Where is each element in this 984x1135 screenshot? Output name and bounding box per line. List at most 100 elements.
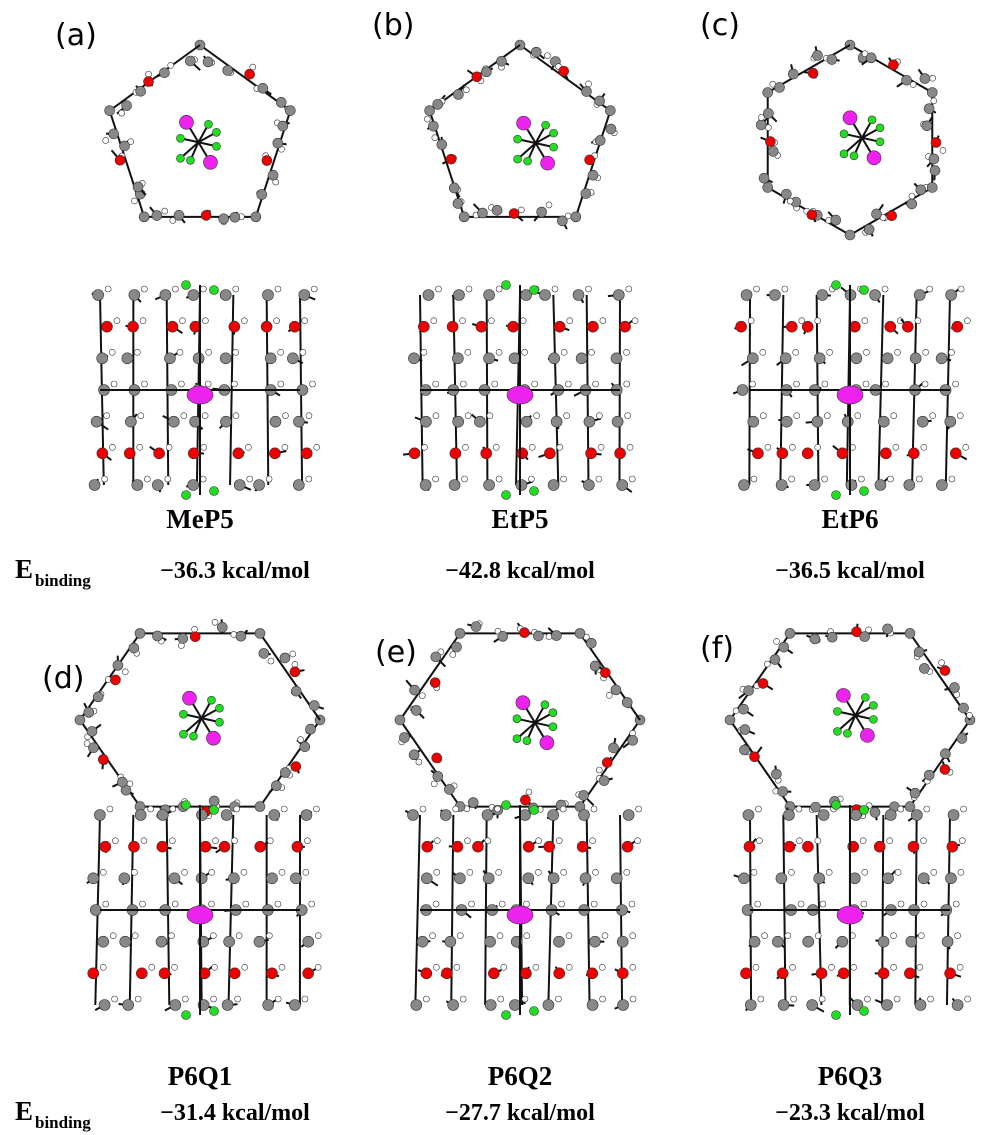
atom — [233, 286, 239, 292]
atom — [921, 838, 927, 844]
atom — [468, 798, 478, 808]
atom — [107, 806, 113, 812]
atom — [432, 135, 438, 141]
atom — [148, 806, 154, 812]
atom — [599, 776, 609, 786]
atom — [523, 737, 531, 745]
atom — [571, 212, 581, 222]
atom — [433, 964, 439, 970]
atom — [600, 996, 606, 1002]
atom — [169, 873, 180, 884]
atom — [292, 841, 303, 852]
atom — [229, 321, 240, 332]
atom — [100, 841, 111, 852]
atom — [423, 290, 434, 301]
atom — [590, 661, 600, 671]
atom — [557, 444, 563, 450]
host-name: P6Q1 — [168, 1061, 233, 1091]
atom — [940, 749, 950, 759]
atom — [496, 476, 502, 482]
atom — [236, 933, 242, 939]
energy-symbol: E — [15, 1096, 33, 1126]
atom — [281, 806, 287, 812]
atom — [137, 444, 143, 450]
atom — [188, 448, 199, 459]
atom — [135, 628, 145, 638]
atom — [172, 901, 178, 907]
atom — [122, 669, 128, 675]
atom — [561, 476, 567, 482]
atom — [758, 114, 764, 120]
bond — [110, 45, 200, 111]
atom — [630, 996, 636, 1002]
atom — [630, 933, 636, 939]
atom — [241, 318, 247, 324]
atom — [928, 996, 934, 1002]
atom — [600, 318, 606, 324]
atom — [765, 137, 775, 147]
panel-label: (c) — [700, 8, 740, 43]
atom — [182, 1011, 191, 1020]
atom — [97, 448, 108, 459]
atom — [531, 47, 541, 57]
atom — [424, 116, 430, 122]
atom — [906, 936, 917, 947]
atom — [774, 638, 780, 644]
atom — [949, 349, 955, 355]
atom — [152, 631, 162, 641]
atom — [744, 841, 755, 852]
atom — [105, 106, 115, 116]
atom — [866, 53, 876, 63]
atom — [883, 873, 894, 884]
atom — [630, 964, 636, 970]
atom — [599, 964, 605, 970]
atom — [585, 286, 591, 292]
atom — [498, 996, 504, 1002]
atom — [624, 349, 630, 355]
atom — [576, 353, 587, 364]
atom — [909, 193, 915, 199]
atom — [181, 869, 187, 875]
atom — [224, 936, 235, 947]
atom — [829, 964, 835, 970]
atom — [566, 964, 572, 970]
atom — [492, 381, 498, 387]
atom — [496, 286, 502, 292]
atom — [212, 964, 218, 970]
atom — [893, 444, 899, 450]
atom — [740, 968, 751, 979]
panel-label: (f) — [700, 631, 734, 666]
atom — [749, 936, 760, 947]
atom — [763, 108, 773, 118]
atom — [860, 806, 869, 815]
atom — [586, 638, 596, 648]
atom — [131, 198, 137, 204]
atom — [530, 286, 539, 295]
atom — [460, 381, 466, 387]
atom — [472, 72, 482, 82]
atom — [182, 801, 191, 810]
atom — [636, 806, 642, 812]
atom — [222, 1000, 233, 1011]
atom — [548, 480, 559, 491]
atom — [776, 873, 787, 884]
atom — [541, 156, 555, 170]
atom — [864, 996, 870, 1002]
atom — [605, 106, 615, 116]
atom — [103, 137, 109, 143]
atom — [395, 715, 405, 725]
atom — [567, 318, 573, 324]
atom — [769, 290, 780, 301]
atom — [434, 838, 440, 844]
atom — [923, 349, 929, 355]
atom — [179, 115, 193, 129]
atom — [267, 838, 273, 844]
atom — [217, 622, 227, 632]
atom — [128, 321, 139, 332]
atom — [920, 74, 930, 84]
atom — [453, 198, 463, 208]
atom — [837, 448, 848, 459]
atom — [452, 841, 463, 852]
atom — [826, 869, 832, 875]
atom — [808, 68, 818, 78]
